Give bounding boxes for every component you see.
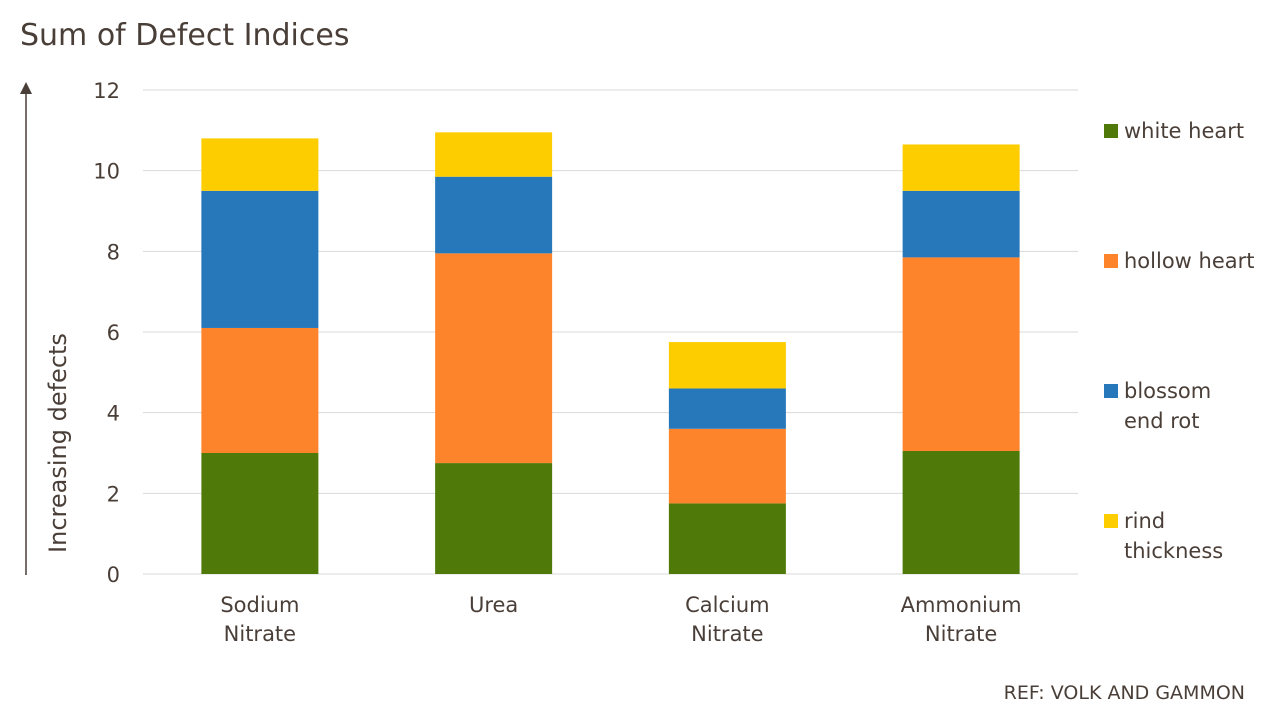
legend-label: white heart [1124,119,1244,143]
bar-segment [201,190,319,328]
y-tick-label: 0 [107,563,120,587]
bar-segment [435,253,553,464]
x-category-label: Calcium [685,593,770,617]
legend: white heart hollow heart blossom end rot rin… [1104,119,1255,563]
reference-note: REF: VOLK AND GAMMON [1004,682,1245,704]
bar-segment [668,388,786,429]
bar-segment [902,144,1020,191]
bar-segment [435,132,553,177]
y-tick-label: 10 [93,160,120,184]
y-axis-arrow [20,82,32,575]
bar-segment [902,450,1020,574]
y-tick-label: 12 [93,79,120,103]
legend-swatch [1104,384,1118,398]
bar-segment [201,327,319,453]
bars [201,132,1020,574]
bar-segment [902,190,1020,258]
y-tick-label: 8 [107,240,120,264]
x-axis-labels: Sodium Nitrate Urea Calcium Nitrate Ammonium N… [220,593,1021,646]
legend-swatch [1104,124,1118,138]
legend-label: rind [1124,509,1165,533]
bar-segment [201,453,319,574]
legend-swatch [1104,254,1118,268]
legend-label: thickness [1124,539,1223,563]
bar-segment [668,342,786,389]
y-tick-label: 2 [107,482,120,506]
legend-label: end rot [1124,409,1200,433]
arrow-up-icon [20,82,32,94]
legend-swatch [1104,514,1118,528]
legend-label: hollow heart [1124,249,1255,273]
bar-segment [902,257,1020,451]
y-tick-label: 6 [107,321,120,345]
bar-segment [201,138,319,191]
bar-segment [435,176,553,254]
x-category-label: Nitrate [224,622,296,646]
x-category-label: Sodium [220,593,299,617]
chart-title: Sum of Defect Indices [20,18,349,53]
bar-segment [435,463,553,574]
bar-segment [668,503,786,574]
x-category-label: Nitrate [925,622,997,646]
y-tick-label: 4 [107,402,120,426]
y-axis-ticks: 0 2 4 6 8 10 12 [93,79,120,587]
legend-label: blossom [1124,379,1211,403]
x-category-label: Ammonium [901,593,1022,617]
x-category-label: Nitrate [691,622,763,646]
y-axis-title: Increasing defects [44,333,72,553]
x-category-label: Urea [469,593,518,617]
bar-segment [668,428,786,504]
